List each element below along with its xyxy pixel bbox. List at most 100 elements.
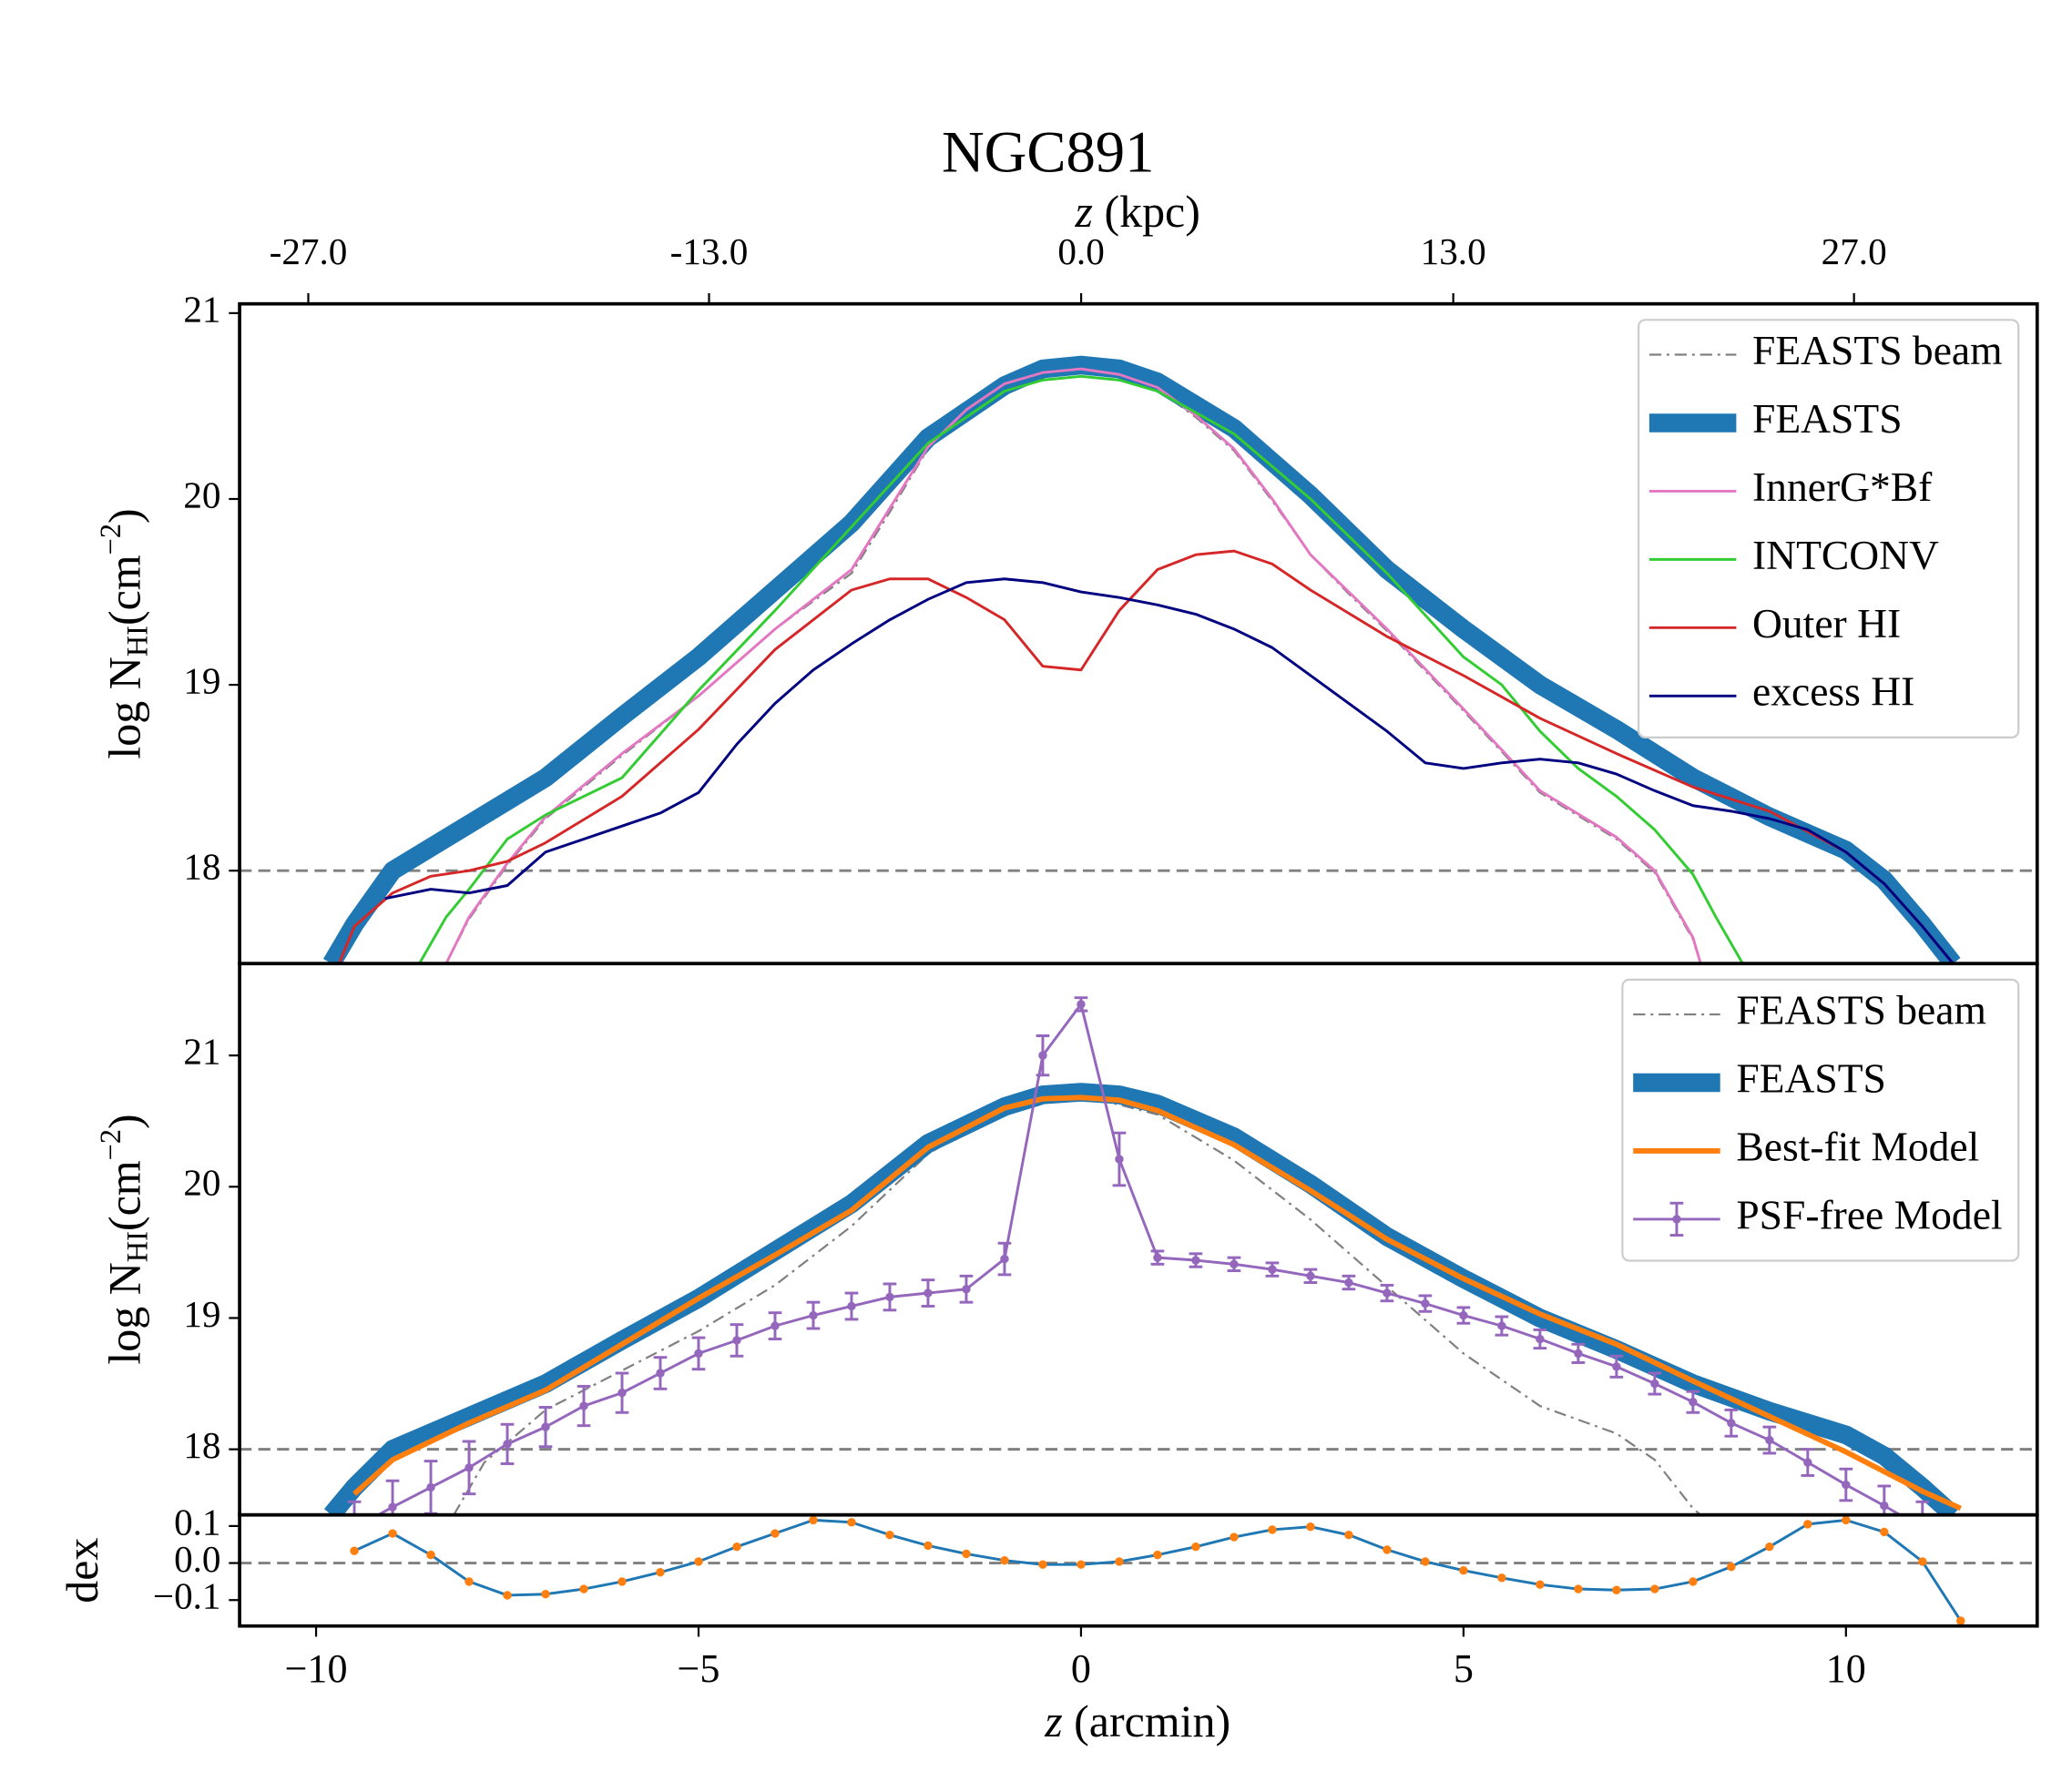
marker [1421,1298,1430,1308]
marker [1191,1542,1200,1552]
marker [1268,1265,1277,1274]
x2-tick-label: 0.0 [1057,230,1104,272]
marker [1115,1557,1124,1566]
marker [1383,1545,1392,1554]
marker [732,1336,741,1345]
label-unit: (cm [99,555,150,626]
marker [503,1440,512,1449]
chart-title: NGC891 [942,118,1155,184]
y-tick-label: 20 [183,1162,220,1204]
marker [1842,1480,1851,1490]
marker [809,1515,818,1525]
series-line [352,1095,1962,1512]
plot-area [240,1515,2037,1625]
y-tick-label: −0.1 [153,1575,221,1617]
marker [694,1349,703,1359]
marker [809,1310,818,1320]
marker [1765,1542,1774,1552]
marker [1497,1573,1506,1583]
marker [1077,1560,1086,1569]
y-tick-label: 19 [183,660,220,702]
marker [464,1577,474,1586]
marker [1650,1379,1659,1389]
legend-label: excess HI [1752,668,1914,715]
marker [1880,1501,1889,1511]
legend-label: FEASTS [1736,1054,1886,1101]
label-sup: −2 [94,524,127,555]
marker [618,1388,627,1398]
x2-tick-label: 27.0 [1822,230,1887,272]
marker [962,1549,971,1559]
marker [579,1584,588,1593]
series-line [337,549,1955,964]
marker [1727,1562,1736,1572]
label-end: ) [99,508,150,524]
marker [1153,1550,1162,1560]
x-tick-label: −10 [285,1646,348,1691]
marker [1306,1522,1315,1532]
marker [885,1292,894,1302]
marker [1383,1288,1392,1298]
legend-label: Best-fit Model [1736,1123,1979,1169]
x-tick-label: 10 [1826,1646,1866,1691]
marker [1306,1271,1315,1281]
y-axis-label: log NHI(cm−2) [94,1114,153,1364]
series-line [453,1094,1701,1515]
y-tick-label: 0.1 [174,1501,220,1543]
x-axis-label: z (arcmin) [1044,1695,1230,1746]
series-line [375,1003,1904,1515]
label-variable: z [1075,187,1093,238]
marker [579,1401,588,1410]
marker [656,1369,665,1378]
y-tick-label: 18 [183,1424,220,1466]
marker [503,1591,512,1600]
legend-label: InnerG*Bf [1752,463,1933,510]
marker [694,1557,703,1566]
marker [1077,1000,1086,1009]
marker [1803,1458,1812,1467]
x-tick-label: 5 [1454,1646,1474,1691]
label-main: log N [99,1262,150,1364]
marker [541,1590,550,1599]
marker [426,1482,435,1492]
label-main: log N [99,657,150,759]
series-line [444,367,1702,964]
marker [1612,1585,1621,1594]
marker [1421,1557,1430,1566]
marker [1000,1254,1009,1264]
marker [885,1530,894,1540]
y-tick-label: 0.0 [174,1538,220,1580]
x-tick-label: 0 [1071,1646,1091,1691]
marker [1612,1362,1621,1371]
y-axis-label: log NHI(cm−2) [94,508,153,759]
marker [464,1463,474,1472]
label-sup: −2 [94,1129,127,1160]
marker [1459,1310,1468,1320]
marker [1536,1580,1545,1589]
legend: FEASTS beam FEASTS Best-fit Model PSF-free … [1621,978,2020,1262]
marker [1153,1253,1162,1262]
label-variable: z [1044,1695,1062,1746]
marker [426,1550,435,1560]
marker [656,1568,665,1577]
marker [388,1502,397,1512]
marker [1000,1556,1009,1565]
x2-tick-label: -13.0 [670,230,749,272]
label-end: ) [99,1114,150,1129]
marker [1689,1398,1698,1407]
marker [1344,1278,1353,1288]
marker [388,1529,397,1538]
label-unit: (cm [99,1160,150,1231]
marker [1574,1584,1583,1593]
marker [1536,1334,1545,1344]
marker [618,1577,627,1586]
legend-label: FEASTS beam [1736,987,1986,1033]
marker [1765,1435,1774,1445]
marker [1689,1577,1698,1586]
x-tick-label: −5 [678,1646,720,1691]
marker [1650,1584,1659,1593]
x2-tick-label: 13.0 [1421,230,1486,272]
marker [847,1301,856,1311]
marker [1230,1259,1239,1269]
